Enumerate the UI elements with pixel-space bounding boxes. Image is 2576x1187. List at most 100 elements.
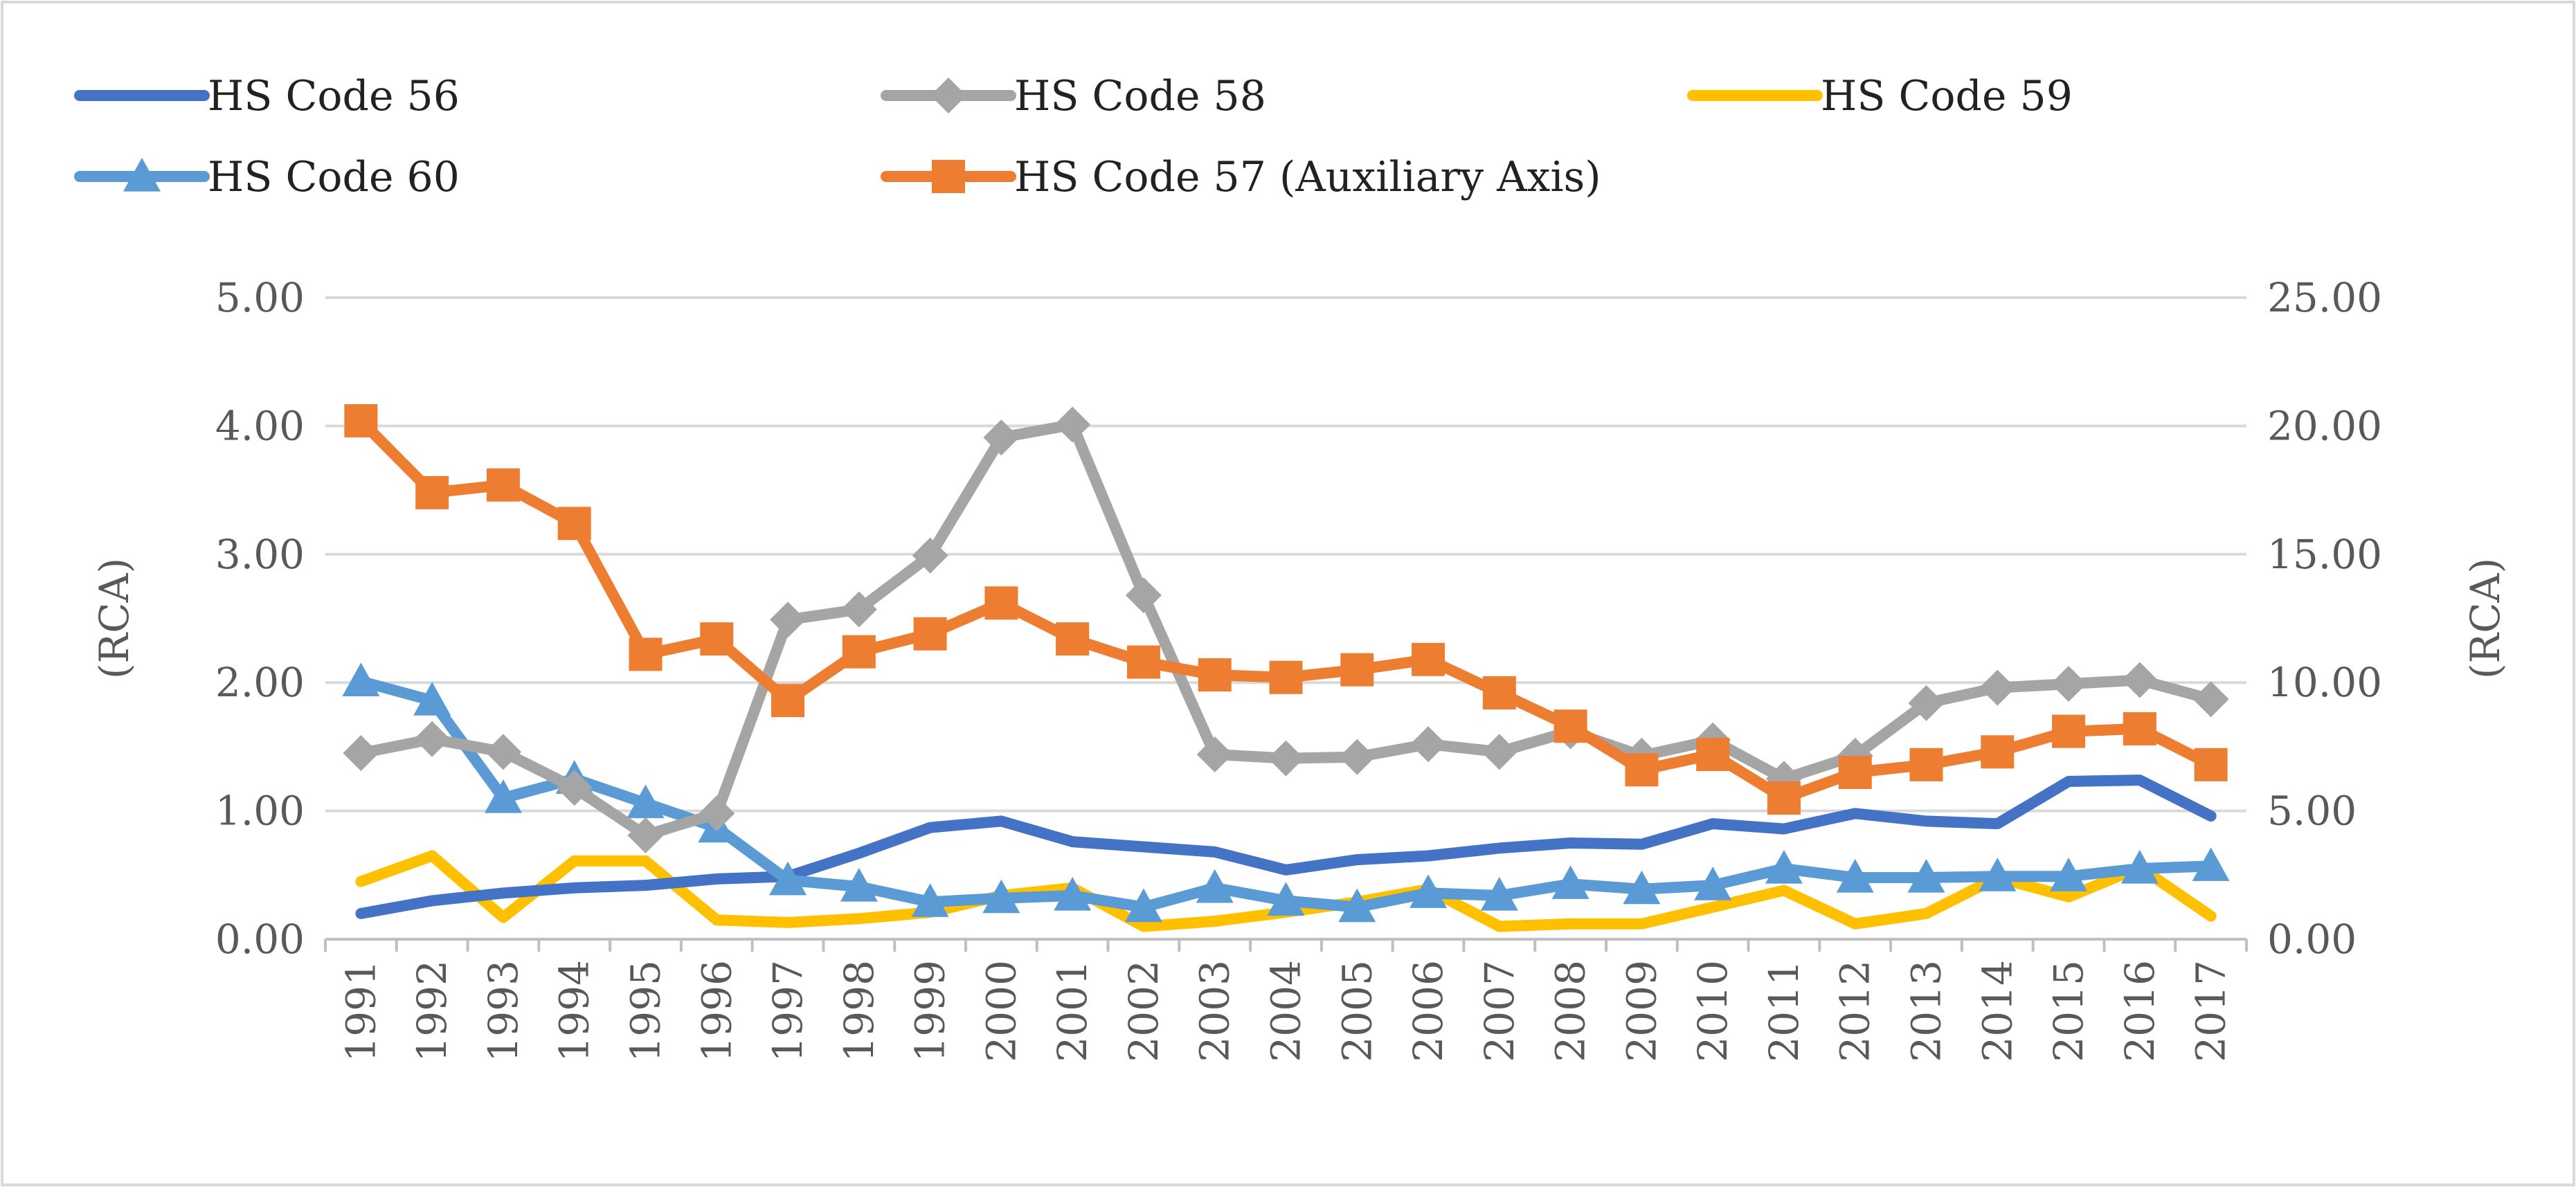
data-point-marker: [1054, 876, 1092, 911]
data-point-marker: [1480, 876, 1518, 911]
data-point-marker: [1551, 865, 1589, 899]
x-tick-label: 1997: [764, 960, 811, 1062]
data-point-marker: [2192, 847, 2230, 881]
data-point-marker: [1196, 736, 1233, 773]
data-point-marker: [2052, 714, 2086, 748]
data-point-marker: [414, 721, 451, 757]
x-tick-label: 2016: [2116, 960, 2163, 1062]
data-point-marker: [1267, 882, 1305, 916]
y-left-tick-label: 1.00: [215, 788, 305, 835]
series-line: [355, 774, 2217, 919]
x-tick-label: 1992: [408, 960, 456, 1062]
data-point-marker: [840, 867, 878, 902]
data-point-marker: [1694, 867, 1732, 900]
x-tick-label: 1999: [907, 960, 954, 1062]
legend-entry: HS Code 56: [74, 72, 460, 120]
legend-marker: [932, 160, 965, 193]
x-tick-label: 1995: [622, 960, 669, 1062]
data-point-marker: [913, 617, 947, 651]
data-point-marker: [1126, 645, 1160, 679]
data-point-marker: [2050, 858, 2088, 891]
data-point-marker: [1198, 658, 1232, 692]
x-tick-label: 2004: [1263, 960, 1310, 1062]
data-point-marker: [486, 468, 520, 502]
x-tick-label: 2003: [1191, 960, 1239, 1062]
legend-label: HS Code 58: [1014, 72, 1266, 120]
data-point-marker: [1338, 888, 1376, 923]
x-tick-label: 1998: [836, 960, 883, 1062]
data-point-marker: [770, 601, 807, 638]
data-point-marker: [842, 635, 876, 669]
data-point-marker: [627, 784, 665, 819]
x-tick-label: 2010: [1689, 960, 1736, 1062]
x-tick-label: 2011: [1760, 960, 1808, 1062]
data-point-marker: [1909, 747, 1943, 781]
data-point-marker: [983, 419, 1020, 456]
data-point-marker: [1125, 577, 1162, 614]
data-point-marker: [415, 475, 449, 509]
legend-entry: HS Code 58: [881, 72, 1266, 120]
legend-label: HS Code 56: [208, 72, 460, 120]
x-tick-label: 1994: [551, 960, 598, 1062]
data-point-marker: [840, 591, 877, 628]
data-point-marker: [484, 779, 522, 813]
data-point-marker: [1412, 642, 1445, 676]
data-point-marker: [1979, 858, 2017, 891]
data-point-marker: [699, 795, 735, 832]
series-hs-code-57-auxiliary-axis-: [344, 404, 2228, 815]
data-point-marker: [2121, 662, 2158, 698]
series-lines: [342, 404, 2230, 932]
data-point-marker: [1339, 739, 1376, 775]
data-point-marker: [984, 586, 1018, 620]
data-point-marker: [1056, 622, 1090, 656]
x-tick-label: 2008: [1547, 960, 1594, 1062]
data-point-marker: [2123, 712, 2156, 745]
data-point-marker: [2051, 666, 2087, 703]
legend-marker: [123, 158, 161, 192]
data-point-marker: [343, 735, 379, 772]
y-left-axis-title: (RCA): [91, 558, 138, 679]
data-point-marker: [1836, 859, 1874, 893]
y-left-tick-label: 2.00: [215, 659, 305, 706]
data-point-marker: [911, 883, 949, 917]
data-point-marker: [1696, 738, 1730, 772]
data-point-marker: [2120, 850, 2159, 884]
x-tick-label: 2001: [1049, 960, 1096, 1062]
y-left-tick-label: 5.00: [215, 274, 305, 321]
data-point-marker: [912, 537, 948, 574]
y-right-tick-label: 0.00: [2267, 916, 2357, 963]
x-tick-label: 1996: [693, 960, 740, 1062]
x-tick-label: 2017: [2188, 960, 2235, 1062]
data-point-marker: [1767, 781, 1801, 815]
data-point-marker: [2194, 747, 2228, 781]
data-point-marker: [1410, 726, 1447, 763]
data-point-marker: [700, 622, 734, 656]
data-point-marker: [1981, 735, 2015, 769]
data-point-marker: [629, 637, 663, 671]
data-point-marker: [1124, 888, 1162, 923]
series-hs-code-56: [355, 774, 2217, 919]
data-point-marker: [1269, 660, 1303, 694]
x-tick-label: 2009: [1618, 960, 1665, 1062]
data-point-marker: [982, 879, 1020, 914]
x-tick-label: 2012: [1832, 960, 1879, 1062]
data-point-marker: [1268, 740, 1304, 777]
y-right-tick-label: 25.00: [2267, 274, 2382, 321]
legend-entry: HS Code 59: [1687, 72, 2073, 120]
data-point-marker: [1979, 669, 2016, 706]
data-point-marker: [556, 770, 593, 806]
data-point-marker: [485, 734, 521, 770]
x-tick-label: 1991: [337, 960, 384, 1062]
data-point-marker: [1481, 734, 1517, 770]
data-point-marker: [2192, 681, 2229, 718]
data-point-marker: [1908, 685, 1945, 721]
legend-entry: HS Code 60: [74, 153, 460, 201]
data-point-marker: [627, 817, 664, 853]
y-right-tick-label: 20.00: [2267, 402, 2382, 449]
data-point-marker: [1196, 869, 1234, 903]
data-point-marker: [1482, 676, 1516, 710]
data-point-marker: [1838, 755, 1872, 789]
